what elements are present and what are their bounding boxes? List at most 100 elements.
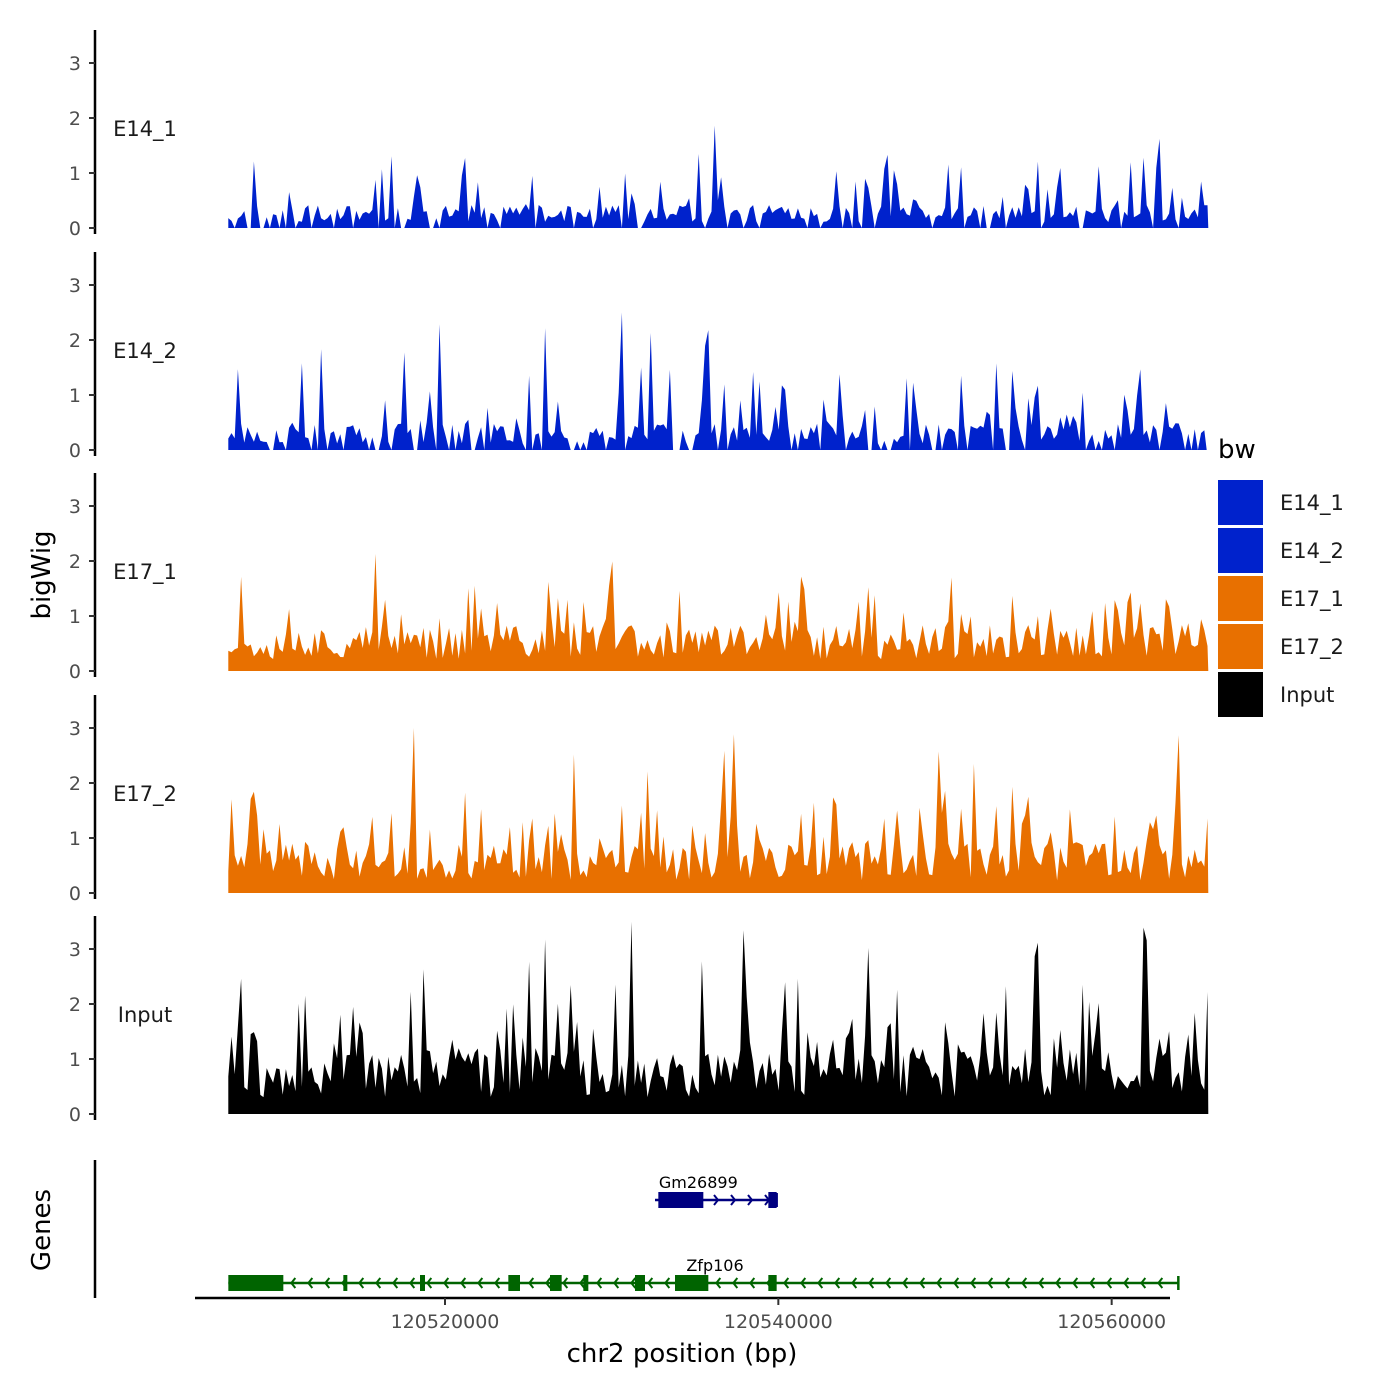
strand-arrow [732, 1277, 739, 1289]
strand-arrow [579, 1277, 586, 1289]
legend-item-e17-1: E17_1 [1218, 576, 1344, 621]
y-tick-label: 1 [69, 163, 81, 185]
strand-arrow [747, 1194, 754, 1206]
y-tick-label: 1 [69, 385, 81, 407]
y-tick-label: 2 [69, 330, 81, 352]
strand-arrow [987, 1277, 994, 1289]
strand-arrow [1021, 1277, 1028, 1289]
signal-area-input [228, 921, 1209, 1114]
exon [550, 1275, 562, 1291]
strand-arrow [817, 1277, 824, 1289]
strand-arrow [1038, 1277, 1045, 1289]
strand-arrow [851, 1277, 858, 1289]
strand-arrow [834, 1277, 841, 1289]
strand-arrow [919, 1277, 926, 1289]
track-label: Input [118, 1003, 172, 1027]
exon [768, 1275, 777, 1291]
y-tick-label: 0 [69, 883, 81, 905]
strand-arrow [1004, 1277, 1011, 1289]
strand-arrow [936, 1277, 943, 1289]
legend-item-e14-2: E14_2 [1218, 528, 1344, 573]
exon [420, 1275, 425, 1291]
legend-label: E17_1 [1280, 587, 1344, 612]
x-axis: 120520000 120540000 120560000 [195, 1296, 1170, 1333]
y-tick-label: 1 [69, 828, 81, 850]
strand-arrow [953, 1277, 960, 1289]
exon [228, 1275, 284, 1291]
strand-arrow [1106, 1277, 1113, 1289]
y-tick-label: 3 [69, 939, 81, 961]
strand-arrow [1055, 1277, 1062, 1289]
gene-zfp106: Zfp106 [228, 1256, 1180, 1291]
strand-arrow [358, 1277, 365, 1289]
strand-arrow [1123, 1277, 1130, 1289]
y-tick-label: 3 [69, 496, 81, 518]
legend-label: E14_1 [1280, 491, 1344, 516]
signal-area-e14-2 [228, 312, 1207, 450]
strand-arrow [324, 1277, 331, 1289]
strand-arrow [443, 1277, 450, 1289]
exon [635, 1275, 645, 1291]
strand-arrow [783, 1277, 790, 1289]
strand-arrow [715, 1277, 722, 1289]
legend-item-input: Input [1218, 672, 1334, 717]
y-tick-label: 2 [69, 773, 81, 795]
legend-swatch [1218, 528, 1263, 573]
y-tick-label: 3 [69, 53, 81, 75]
gene-label: Zfp106 [686, 1256, 743, 1275]
strand-arrow [494, 1277, 501, 1289]
genes-axis-title: Genes [27, 1189, 57, 1271]
y-tick-label: 0 [69, 440, 81, 462]
exon [508, 1275, 520, 1291]
legend-item-e14-1: E14_1 [1218, 480, 1344, 525]
x-axis-title: chr2 position (bp) [567, 1339, 798, 1369]
track-label: E17_2 [113, 782, 177, 807]
strand-arrow [970, 1277, 977, 1289]
y-tick-label: 1 [69, 1049, 81, 1071]
y-axis-title: bigWig [27, 530, 57, 619]
strand-arrow [647, 1277, 654, 1289]
gene-gm26899: Gm26899 [655, 1173, 778, 1208]
legend-swatch [1218, 624, 1263, 669]
x-tick-label: 120520000 [391, 1311, 500, 1333]
strand-arrow [1140, 1277, 1147, 1289]
exon [675, 1275, 709, 1291]
strand-arrow [613, 1277, 620, 1289]
legend-item-e17-2: E17_2 [1218, 624, 1344, 669]
track-label: E14_2 [113, 339, 177, 364]
legend-label: E14_2 [1280, 539, 1344, 564]
strand-arrow [477, 1277, 484, 1289]
y-tick-label: 0 [69, 218, 81, 240]
legend-swatch [1218, 672, 1263, 717]
strand-arrow [392, 1277, 399, 1289]
strand-arrow [545, 1277, 552, 1289]
y-tick-label: 2 [69, 108, 81, 130]
genes-panel: Gm26899 Zfp106 [93, 1160, 1180, 1298]
track-label: E14_1 [113, 117, 177, 142]
signal-area-e17-1 [228, 553, 1209, 671]
track-label: E17_1 [113, 560, 177, 585]
y-tick-label: 2 [69, 994, 81, 1016]
track-e17-1: 0 1 2 3 E17_1 [69, 473, 1209, 683]
strand-arrow [307, 1277, 314, 1289]
x-tick-label: 120540000 [724, 1311, 833, 1333]
strand-arrow [730, 1194, 737, 1206]
legend-swatch [1218, 480, 1263, 525]
strand-arrow [426, 1277, 433, 1289]
strand-arrow [713, 1194, 720, 1206]
strand-arrow [528, 1277, 535, 1289]
strand-arrow [868, 1277, 875, 1289]
exon [768, 1192, 777, 1208]
strand-arrow [630, 1277, 637, 1289]
strand-arrow [1072, 1277, 1079, 1289]
track-e17-2: 0 1 2 3 E17_2 [69, 695, 1209, 905]
strand-arrow [902, 1277, 909, 1289]
y-tick-label: 2 [69, 551, 81, 573]
strand-arrow [562, 1277, 569, 1289]
legend-label: Input [1280, 683, 1334, 707]
signal-tracks: 0 1 2 3 E14_1 0 1 2 3 E14_2 0 1 2 3 E17_1 0 1 2 3 E17_2 0 1 2 3… [69, 30, 1209, 1126]
legend-label: E17_2 [1280, 635, 1344, 660]
y-tick-label: 0 [69, 661, 81, 683]
gene-label: Gm26899 [659, 1173, 738, 1192]
signal-area-e14-1 [228, 125, 1209, 228]
